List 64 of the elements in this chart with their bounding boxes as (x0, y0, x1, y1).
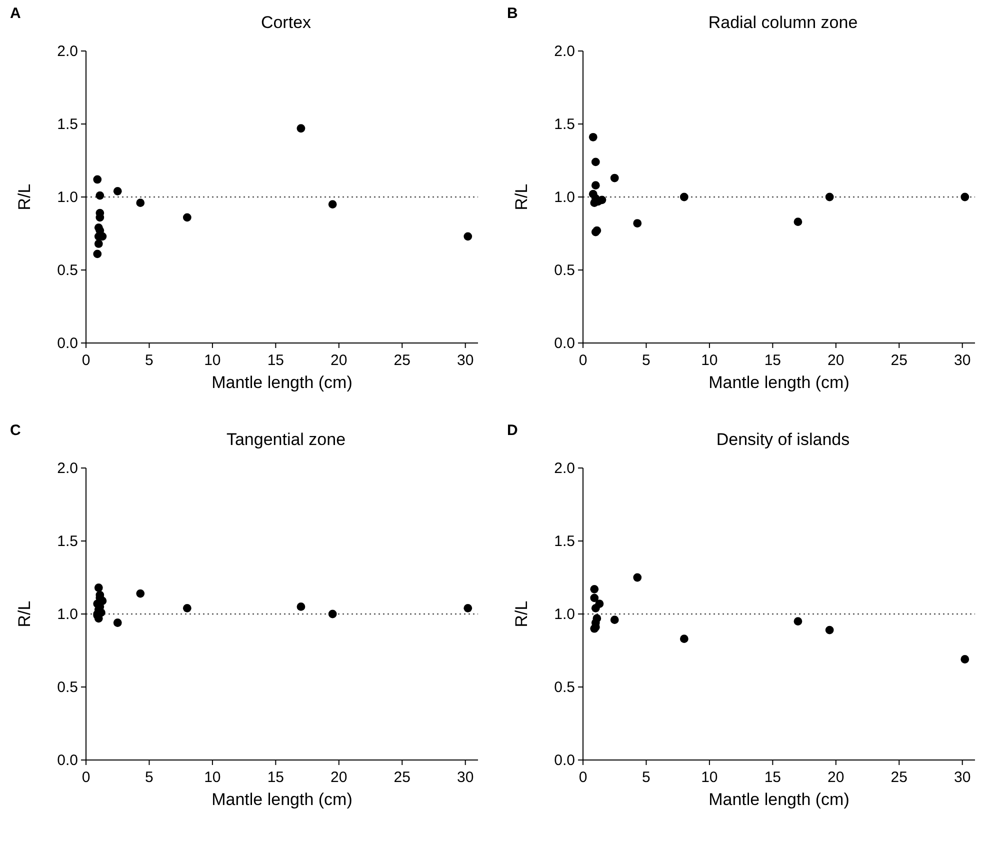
y-tick-label: 0.0 (554, 752, 575, 769)
x-tick-label: 10 (204, 769, 221, 786)
chart-title: Cortex (260, 13, 312, 32)
x-tick-label: 10 (701, 769, 718, 786)
y-axis-title: R/L (15, 184, 34, 210)
chart-title: Density of islands (716, 430, 850, 449)
x-tick-label: 5 (145, 769, 154, 786)
x-tick-label: 30 (954, 769, 971, 786)
x-tick-label: 20 (828, 352, 844, 369)
x-tick-label: 0 (82, 352, 90, 369)
x-tick-label: 30 (457, 769, 474, 786)
y-tick-label: 2.0 (57, 460, 78, 477)
x-tick-label: 15 (764, 769, 782, 786)
text: A (10, 5, 21, 22)
x-tick-label: 0 (578, 769, 588, 786)
y-tick-label: 1.0 (554, 606, 575, 623)
x-tick-label: 15 (267, 352, 284, 369)
x-tick-label: 15 (764, 352, 782, 369)
text: C (10, 422, 21, 439)
x-tick-label: 25 (890, 352, 908, 369)
x-tick-label: 30 (954, 352, 971, 369)
x-tick-label: 10 (204, 352, 221, 369)
y-tick-label: 1.5 (57, 533, 78, 550)
y-axis-title: R/L (512, 600, 531, 628)
text: D (507, 422, 518, 439)
x-axis-title: Mantle length (cm) (212, 373, 352, 392)
y-tick-label: 0.0 (57, 752, 78, 769)
y-tick-label: 1.5 (554, 116, 575, 133)
y-tick-label: 1.5 (57, 116, 78, 133)
x-tick-label: 30 (457, 352, 474, 369)
x-tick-label: 20 (330, 352, 348, 369)
y-tick-label: 1.5 (554, 533, 575, 550)
x-tick-label: 5 (145, 352, 154, 369)
text: B (507, 5, 518, 22)
x-tick-label: 25 (394, 769, 410, 786)
y-tick-label: 0.5 (554, 679, 575, 696)
chart-title: Radial column zone (708, 13, 858, 32)
y-tick-label: 0.5 (57, 679, 78, 696)
x-tick-label: 20 (828, 769, 844, 786)
x-tick-label: 15 (267, 769, 284, 786)
y-tick-label: 1.0 (554, 189, 575, 206)
y-tick-label: 0.0 (57, 335, 78, 352)
y-tick-label: 2.0 (554, 460, 575, 477)
x-tick-label: 25 (890, 769, 908, 786)
y-tick-label: 1.0 (57, 606, 78, 623)
x-tick-label: 0 (82, 769, 90, 786)
y-axis-title: R/L (512, 184, 531, 210)
x-axis-title: Mantle length (cm) (212, 790, 352, 809)
x-tick-label: 20 (330, 769, 348, 786)
y-tick-label: 1.0 (57, 189, 78, 206)
x-tick-label: 10 (701, 352, 718, 369)
x-tick-label: 5 (642, 352, 650, 369)
x-axis-title: Mantle length (cm) (708, 373, 850, 392)
y-tick-label: 0.5 (57, 262, 78, 279)
y-tick-label: 0.5 (554, 262, 575, 279)
y-tick-label: 2.0 (57, 43, 78, 60)
chart-title: Tangential zone (226, 430, 346, 449)
y-axis-title: R/L (15, 600, 34, 628)
x-tick-label: 0 (578, 352, 588, 369)
x-tick-label: 25 (394, 352, 410, 369)
y-tick-label: 0.0 (554, 335, 575, 352)
x-tick-label: 5 (642, 769, 650, 786)
y-tick-label: 2.0 (554, 43, 575, 60)
x-axis-title: Mantle length (cm) (708, 790, 850, 809)
